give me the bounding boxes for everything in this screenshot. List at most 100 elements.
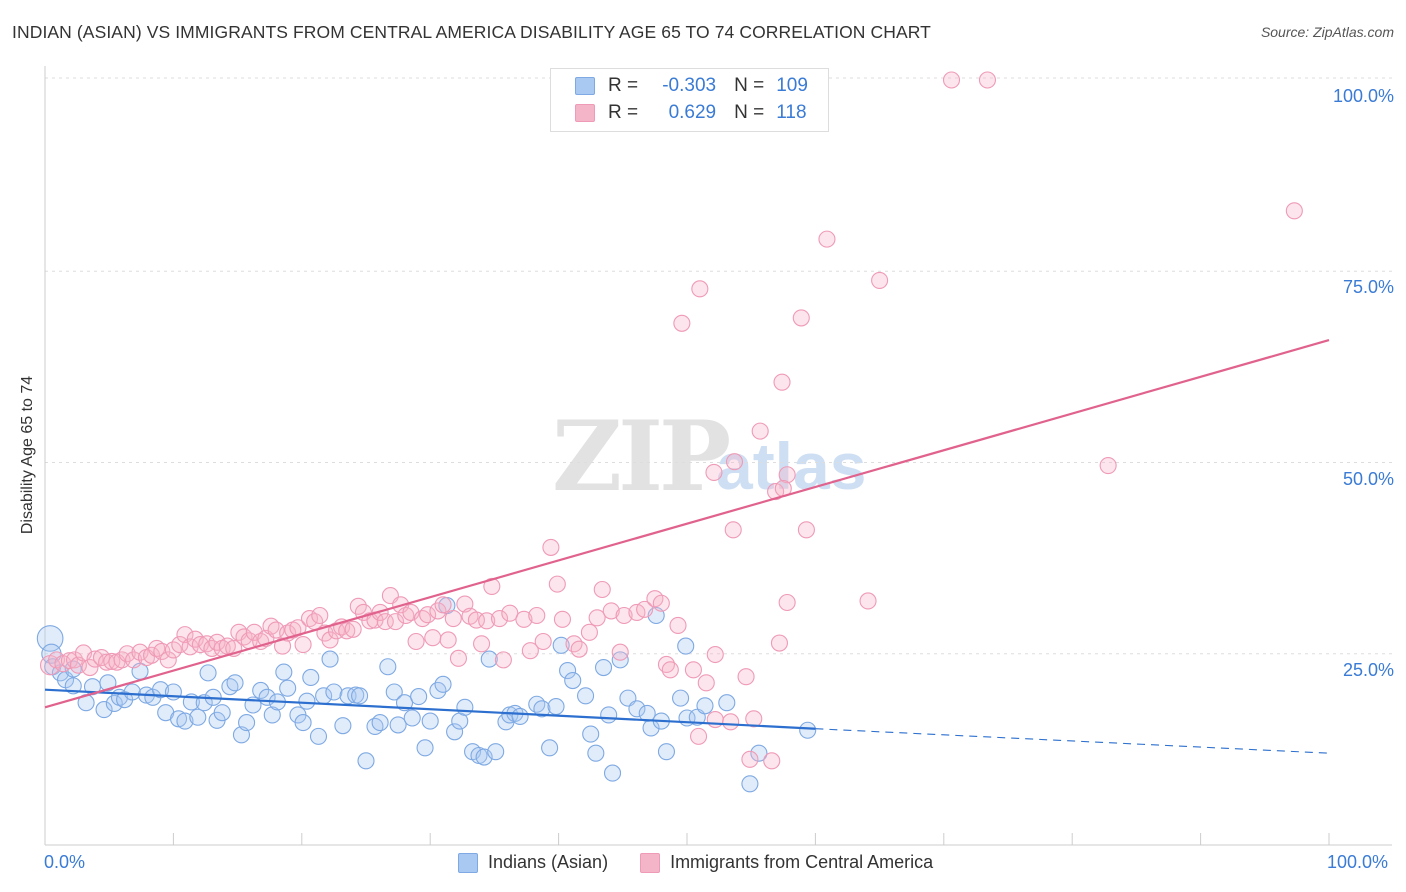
data-point-blue [421,712,439,730]
data-point-pink [294,636,312,654]
watermark-zip: ZIP [552,400,731,513]
data-point-blue [385,683,403,701]
data-point-blue [263,706,281,724]
data-point-blue [487,743,505,761]
data-point-pink [871,271,889,289]
data-point-pink [706,710,724,729]
legend-swatch-central-america [640,852,661,873]
data-point-pink [705,463,723,481]
data-point-pink [300,610,319,628]
data-point-pink [1099,457,1117,475]
series-legend: Indians (Asian) Immigrants from Central … [458,852,965,873]
legend-r-label: R = [608,102,639,123]
data-point-pink [706,645,724,664]
legend-r-value-pink: 0.629 [668,102,717,123]
data-point-blue [189,708,207,726]
data-point-blue [275,663,293,681]
data-point-blue [657,743,676,761]
data-point-pink [741,750,759,768]
data-point-blue [309,727,328,745]
data-point-pink [778,593,796,612]
data-point-blue [152,681,170,699]
data-point-pink [407,632,425,651]
data-point-pink [338,622,356,640]
data-point-blue [123,683,141,701]
data-point-blue [379,658,397,676]
legend-item-indians[interactable]: Indians (Asian) [458,852,608,873]
data-point-pink [636,600,654,618]
data-point-blue [511,707,529,726]
data-point-blue [696,697,714,715]
data-point-blue [677,637,695,655]
source-label[interactable]: Source: ZipAtlas.com [1260,24,1394,40]
trend-line-blue [44,688,816,730]
data-point-pink [773,373,791,391]
y-tick-label: 50.0% [1342,468,1394,489]
chart-title: INDIAN (ASIAN) VS IMMIGRANTS FROM CENTRA… [12,22,931,42]
data-point-pink [542,538,560,556]
data-point-pink [553,610,572,628]
data-point-pink [737,668,755,686]
series-pink [39,71,1303,770]
legend-r-value-blue: -0.303 [662,75,717,96]
data-point-pink [978,71,997,89]
x-tick-min: 0.0% [44,852,86,872]
data-point-blue [564,671,582,690]
data-point-pink [515,610,533,628]
data-point-pink [92,649,111,667]
y-tick-label: 75.0% [1342,277,1394,298]
data-point-pink [171,636,189,654]
data-point-blue [533,700,551,718]
data-point-blue [582,725,600,743]
data-point-pink [60,652,78,670]
data-point-pink [424,629,442,647]
legend-r-label: R = [608,75,639,96]
data-point-pink [528,606,546,625]
data-point-pink [1285,202,1303,220]
data-point-pink [81,658,99,677]
data-point-pink [434,596,452,614]
legend-item-central-america[interactable]: Immigrants from Central America [640,852,933,873]
data-point-pink [376,613,394,631]
data-point-blue [334,717,352,735]
data-point-pink [344,620,362,638]
data-point-pink [691,280,709,298]
data-point-blue [99,674,117,692]
data-point-pink [148,639,166,657]
data-point-pink [611,643,629,661]
data-point-blue [456,698,474,716]
data-point-pink [478,612,496,630]
data-point-pink [397,606,415,625]
data-point-pink [118,645,136,663]
data-point-blue [587,744,605,762]
data-point-blue [480,650,498,668]
data-point-pink [159,651,177,669]
data-point-blue [213,704,231,722]
data-point-pink [143,646,161,664]
axes [44,66,1392,846]
legend-swatch-blue [575,77,595,95]
x-tick-max: 100.0% [1327,852,1389,872]
data-point-pink [615,606,633,625]
data-point-pink [818,230,836,248]
y-tick-label: 25.0% [1342,659,1394,680]
data-point-pink [321,631,339,649]
data-point-blue [302,668,320,687]
data-point-blue [325,683,343,701]
data-point-pink [602,602,620,620]
data-point-blue [528,695,546,713]
data-point-blue [252,681,270,700]
data-point-blue [552,636,570,654]
data-point-pink [673,314,691,332]
legend-n-label: N = [734,75,765,96]
legend-label-indians: Indians (Asian) [488,852,609,872]
data-point-pink [593,580,611,599]
stats-legend: R = -0.303 N = 109 R = 0.629 N = 118 [550,68,829,132]
data-point-pink [580,623,598,641]
data-point-pink [311,606,329,625]
data-point-blue [226,674,244,692]
data-point-pink [534,632,552,651]
data-point-pink [501,604,519,622]
data-point-pink [548,575,566,593]
